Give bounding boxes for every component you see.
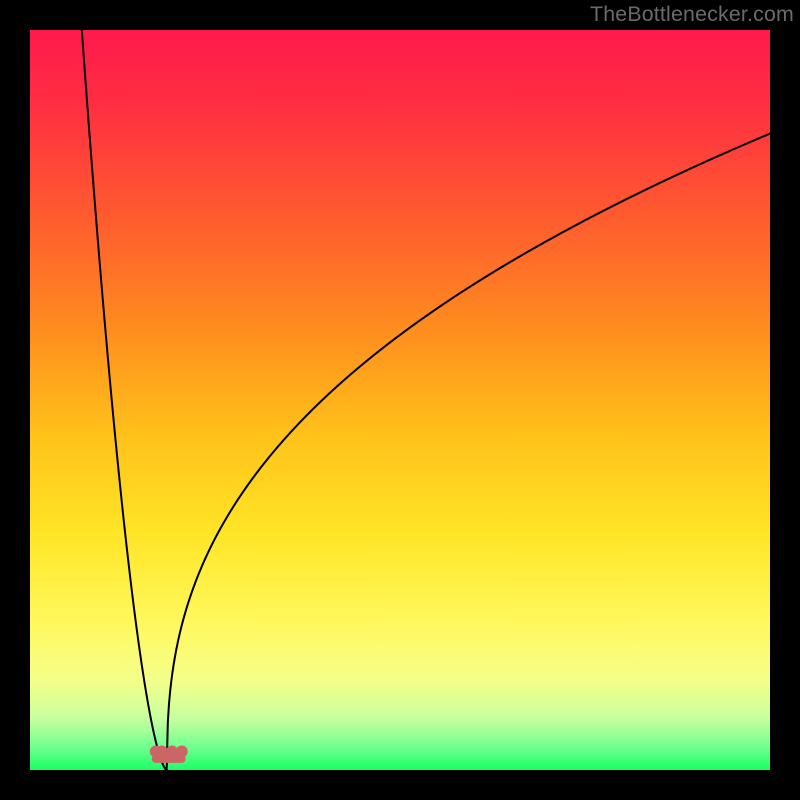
- marker-dot: [156, 746, 168, 758]
- marker-dot: [176, 746, 188, 758]
- source-watermark: TheBottlenecker.com: [590, 2, 794, 27]
- chart-svg: [0, 0, 800, 800]
- bottleneck-chart: TheBottlenecker.com: [0, 0, 800, 800]
